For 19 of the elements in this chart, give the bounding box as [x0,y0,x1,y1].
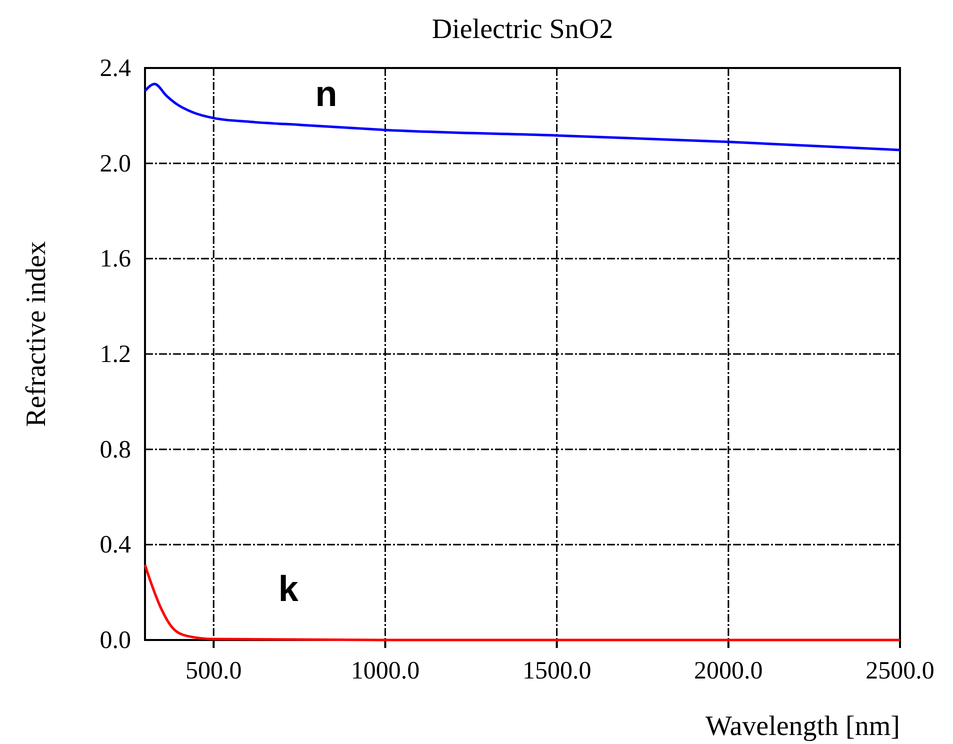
x-tick-label: 1500.0 [522,658,592,684]
series-label: k [278,568,300,609]
line-series [144,82,902,152]
chart-title: Dielectric SnO2 [432,14,614,45]
y-tick-label: 0.8 [100,436,131,464]
y-tick-label: 0.0 [100,627,131,654]
y-tick-label: 1.2 [100,341,131,368]
x-tick-label: 1000.0 [350,658,420,684]
x-tick-label: 2000.0 [694,658,763,684]
y-tick-label: 2.4 [100,55,132,82]
y-tick-label: 0.4 [100,532,132,559]
y-tick-label: 1.6 [100,246,131,273]
x-tick-label: 500.0 [186,658,242,684]
y-tick-label: 2.0 [100,150,131,178]
series-label: n [315,72,338,114]
y-axis-title: Refractive index [21,241,52,427]
line-series [144,564,902,642]
x-axis-title: Wavelength [nm] [706,711,900,742]
x-tick-label: 2500.0 [866,658,934,684]
